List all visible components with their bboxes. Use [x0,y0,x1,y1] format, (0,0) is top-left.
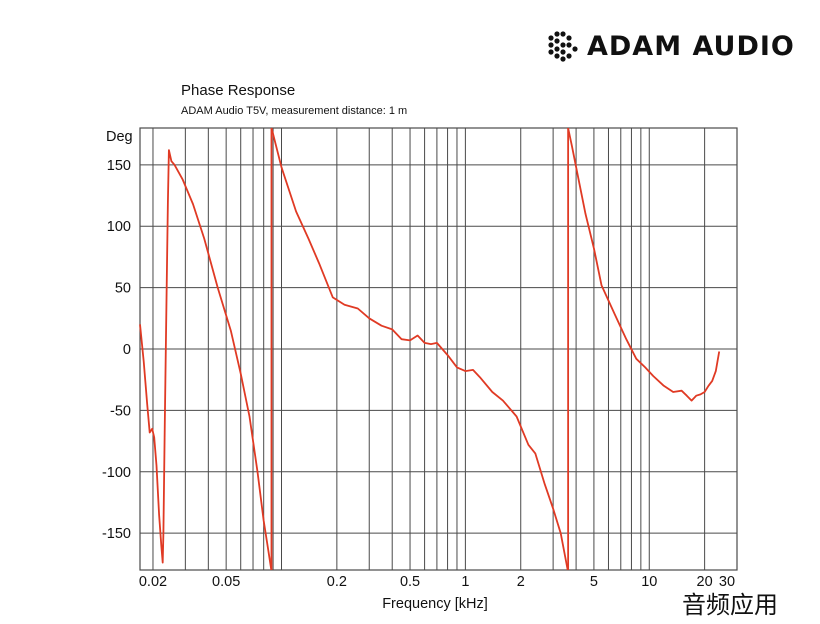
x-tick-label: 0.02 [139,574,167,590]
x-tick-label: 0.05 [212,574,240,590]
y-axis-label: Deg [106,129,133,145]
phase-response-line [568,128,719,401]
y-tick-label: -150 [102,526,131,542]
phase-response-line [140,150,271,570]
watermark-text: 音频应用 [682,585,778,620]
x-tick-label: 1 [461,574,469,590]
y-tick-label: -100 [102,465,131,481]
y-tick-label: 50 [115,281,131,297]
y-tick-label: 150 [107,158,131,174]
y-tick-label: -50 [110,403,131,419]
chart-ticks: 150100500-50-100-1500.020.050.20.5125102… [102,158,735,590]
y-tick-label: 100 [107,219,131,235]
x-axis-label: Frequency [kHz] [382,596,488,612]
x-tick-label: 10 [641,574,657,590]
x-tick-label: 0.2 [327,574,347,590]
x-tick-label: 0.5 [400,574,420,590]
y-tick-label: 0 [123,342,131,358]
x-tick-label: 2 [517,574,525,590]
x-tick-label: 5 [590,574,598,590]
chart-grid [140,128,737,570]
